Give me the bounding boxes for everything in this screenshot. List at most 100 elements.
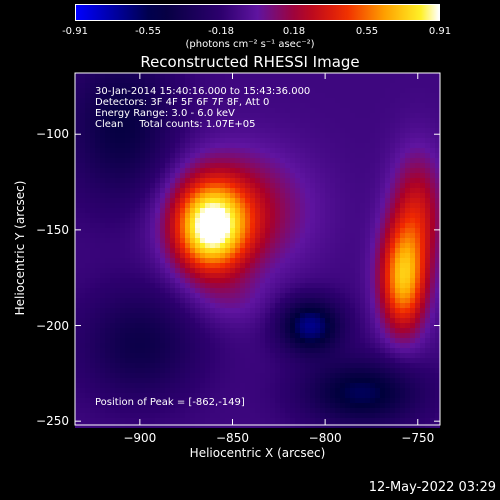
heatmap-cell <box>385 368 390 373</box>
heatmap-cell <box>350 73 355 78</box>
heatmap-cell <box>240 288 245 293</box>
heatmap-cell <box>400 363 405 368</box>
heatmap-cell <box>95 273 100 278</box>
heatmap-cell <box>320 243 325 248</box>
heatmap-cell <box>365 143 370 148</box>
heatmap-cell <box>250 263 255 268</box>
heatmap-cell <box>160 263 165 268</box>
heatmap-cell <box>325 133 330 138</box>
heatmap-cell <box>375 253 380 258</box>
heatmap-cell <box>420 103 425 108</box>
heatmap-cell <box>430 363 435 368</box>
heatmap-cell <box>100 268 105 273</box>
heatmap-cell <box>220 268 225 273</box>
heatmap-cell <box>330 123 335 128</box>
heatmap-cell <box>385 128 390 133</box>
heatmap-cell <box>255 333 260 338</box>
heatmap-cell <box>415 153 420 158</box>
heatmap-cell <box>215 168 220 173</box>
heatmap-cell <box>100 398 105 403</box>
heatmap-cell <box>115 118 120 123</box>
heatmap-cell <box>230 328 235 333</box>
heatmap-cell <box>420 208 425 213</box>
heatmap-cell <box>340 233 345 238</box>
heatmap-cell <box>430 203 435 208</box>
heatmap-cell <box>390 163 395 168</box>
heatmap-cell <box>335 238 340 243</box>
heatmap-cell <box>345 263 350 268</box>
heatmap-cell <box>290 183 295 188</box>
heatmap-cell <box>370 73 375 78</box>
heatmap-cell <box>260 238 265 243</box>
heatmap-cell <box>175 278 180 283</box>
heatmap-cell <box>125 153 130 158</box>
heatmap-cell <box>320 163 325 168</box>
heatmap-cell <box>250 388 255 393</box>
heatmap-cell <box>270 128 275 133</box>
heatmap-cell <box>330 143 335 148</box>
heatmap-cell <box>320 308 325 313</box>
heatmap-cell <box>160 278 165 283</box>
heatmap-cell <box>100 178 105 183</box>
heatmap-cell <box>135 328 140 333</box>
heatmap-cell <box>85 358 90 363</box>
heatmap-cell <box>105 233 110 238</box>
heatmap-cell <box>175 253 180 258</box>
heatmap-cell <box>365 223 370 228</box>
heatmap-cell <box>310 143 315 148</box>
heatmap-cell <box>75 378 80 383</box>
heatmap-cell <box>100 148 105 153</box>
heatmap-cell <box>235 168 240 173</box>
heatmap-cell <box>185 103 190 108</box>
heatmap-cell <box>105 393 110 398</box>
heatmap-cell <box>395 363 400 368</box>
heatmap-cell <box>155 183 160 188</box>
heatmap-cell <box>85 168 90 173</box>
heatmap-cell <box>345 238 350 243</box>
heatmap-cell <box>135 313 140 318</box>
heatmap-cell <box>375 108 380 113</box>
heatmap-cell <box>215 288 220 293</box>
heatmap-cell <box>240 388 245 393</box>
heatmap-cell <box>320 173 325 178</box>
heatmap-cell <box>425 268 430 273</box>
heatmap-cell <box>150 118 155 123</box>
heatmap-cell <box>220 278 225 283</box>
heatmap-cell <box>340 268 345 273</box>
heatmap-cell <box>390 278 395 283</box>
heatmap-cell <box>385 258 390 263</box>
heatmap-cell <box>195 358 200 363</box>
heatmap-cell <box>240 133 245 138</box>
heatmap-cell <box>430 178 435 183</box>
heatmap-cell <box>315 278 320 283</box>
heatmap-cell <box>330 208 335 213</box>
heatmap-cell <box>235 403 240 408</box>
heatmap-cell <box>395 128 400 133</box>
heatmap-cell <box>405 398 410 403</box>
heatmap-cell <box>325 343 330 348</box>
heatmap-cell <box>410 303 415 308</box>
heatmap-cell <box>420 303 425 308</box>
heatmap-cell <box>395 193 400 198</box>
heatmap-cell <box>105 83 110 88</box>
heatmap-cell <box>430 383 435 388</box>
heatmap-cell <box>125 113 130 118</box>
heatmap-cell <box>370 288 375 293</box>
heatmap-cell <box>75 153 80 158</box>
heatmap-cell <box>80 158 85 163</box>
heatmap-cell <box>110 408 115 413</box>
heatmap-cell <box>170 323 175 328</box>
heatmap-cell <box>90 143 95 148</box>
heatmap-cell <box>350 148 355 153</box>
heatmap-cell <box>180 158 185 163</box>
heatmap-cell <box>260 298 265 303</box>
heatmap-cell <box>105 113 110 118</box>
heatmap-cell <box>245 403 250 408</box>
heatmap-cell <box>325 168 330 173</box>
heatmap-cell <box>140 383 145 388</box>
heatmap-cell <box>100 283 105 288</box>
heatmap-cell <box>290 168 295 173</box>
heatmap-cell <box>185 283 190 288</box>
heatmap-cell <box>150 343 155 348</box>
heatmap-cell <box>280 408 285 413</box>
